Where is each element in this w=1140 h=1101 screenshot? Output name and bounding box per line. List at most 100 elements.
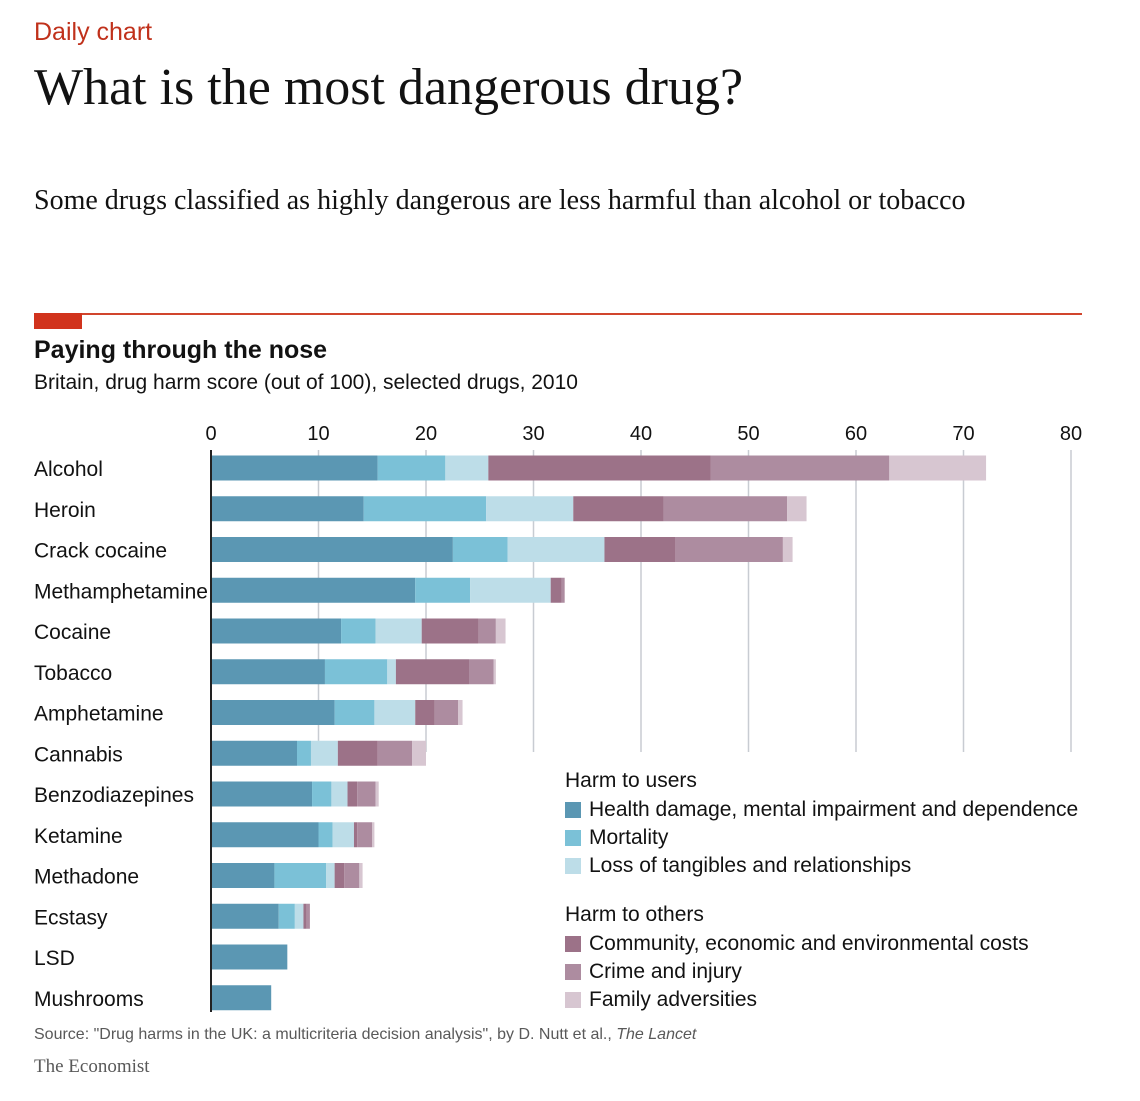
bar-segment bbox=[211, 455, 378, 481]
x-tick-label: 20 bbox=[415, 423, 437, 445]
legend-label: Health damage, mental impairment and dep… bbox=[589, 798, 1079, 821]
source-journal: The Lancet bbox=[616, 1026, 697, 1043]
bar-segment bbox=[445, 455, 489, 481]
legend-swatch bbox=[565, 964, 581, 980]
bar-segment bbox=[334, 700, 375, 725]
x-tick-label: 10 bbox=[307, 423, 329, 445]
category-label: Ketamine bbox=[34, 825, 123, 848]
bar-segment bbox=[478, 618, 496, 644]
bar-segment bbox=[357, 781, 376, 807]
bar-segment bbox=[675, 537, 783, 562]
bar-segment bbox=[488, 455, 711, 481]
bar-segment bbox=[211, 903, 279, 929]
bar-segment bbox=[395, 659, 469, 685]
bar-segment bbox=[331, 781, 348, 807]
category-label: Crack cocaine bbox=[34, 540, 167, 563]
bar-segment bbox=[341, 618, 376, 644]
bar-segment bbox=[663, 496, 788, 522]
category-label: Amphetamine bbox=[34, 703, 164, 726]
category-label: Ecstasy bbox=[34, 906, 108, 929]
bar-segment bbox=[889, 455, 987, 481]
bar-segment bbox=[495, 618, 506, 644]
category-label: LSD bbox=[34, 947, 75, 970]
bar-segment bbox=[493, 659, 496, 685]
bar-segment bbox=[211, 781, 313, 807]
bar-segment bbox=[211, 659, 325, 685]
bar-segment bbox=[458, 700, 463, 725]
source-note: Source: "Drug harms in the UK: a multicr… bbox=[34, 1026, 696, 1044]
legend-swatch bbox=[565, 802, 581, 818]
bar-segment bbox=[434, 700, 459, 725]
bar-segment bbox=[337, 740, 378, 766]
legend-item-mortality: Mortality bbox=[565, 824, 1078, 852]
divider-rule bbox=[34, 313, 1082, 315]
bar-segment bbox=[306, 903, 310, 929]
legend-item-family: Family adversities bbox=[565, 986, 1078, 1014]
legend-swatch bbox=[565, 858, 581, 874]
bar-segment bbox=[211, 985, 272, 1011]
bar-segment bbox=[211, 618, 342, 644]
bar-segment bbox=[469, 659, 494, 685]
bar-segment bbox=[310, 740, 338, 766]
bar-segment bbox=[211, 700, 335, 725]
bar-segment bbox=[347, 781, 358, 807]
bar-segment bbox=[375, 618, 422, 644]
category-label: Methadone bbox=[34, 866, 139, 889]
bar-segment bbox=[294, 903, 304, 929]
bar-segment bbox=[211, 822, 319, 848]
brand-logo-text: The Economist bbox=[34, 1056, 150, 1077]
bar-segment bbox=[211, 537, 453, 562]
bar-segment bbox=[357, 822, 373, 848]
red-tab-marker bbox=[34, 313, 82, 329]
category-label: Cocaine bbox=[34, 621, 111, 644]
bar-segment bbox=[375, 781, 379, 807]
bar-segment bbox=[211, 944, 288, 970]
bar-segment bbox=[374, 700, 416, 725]
bar-segment bbox=[486, 496, 574, 522]
bar-segment bbox=[387, 659, 396, 685]
legend-label: Family adversities bbox=[589, 988, 758, 1011]
bar-segment bbox=[318, 822, 333, 848]
category-label: Heroin bbox=[34, 499, 96, 522]
bar-segment bbox=[421, 618, 479, 644]
headline: What is the most dangerous drug? bbox=[34, 59, 744, 116]
bar-segment bbox=[377, 740, 413, 766]
bar-segment bbox=[211, 740, 297, 766]
bar-segment bbox=[274, 863, 327, 888]
category-label: Benzodiazepines bbox=[34, 784, 194, 807]
legend-item-crime: Crime and injury bbox=[565, 958, 1078, 986]
x-tick-label: 40 bbox=[630, 423, 652, 445]
bar-segment bbox=[324, 659, 388, 685]
bar-segment bbox=[412, 740, 426, 766]
bar-segment bbox=[334, 863, 345, 888]
legend-item-community: Community, economic and environmental co… bbox=[565, 930, 1078, 958]
bar-segment bbox=[470, 577, 551, 603]
bar-segment bbox=[372, 822, 375, 848]
category-label: Alcohol bbox=[34, 458, 103, 481]
legend-label: Loss of tangibles and relationships bbox=[589, 854, 912, 877]
bar-segment bbox=[363, 496, 487, 522]
bar-segment bbox=[211, 577, 416, 603]
legend-item-health: Health damage, mental impairment and dep… bbox=[565, 796, 1078, 824]
x-tick-label: 30 bbox=[522, 423, 544, 445]
category-label: Tobacco bbox=[34, 662, 112, 685]
bar-segment bbox=[452, 537, 508, 562]
legend-item-tangibles: Loss of tangibles and relationships bbox=[565, 852, 1078, 880]
bar-segment bbox=[326, 863, 335, 888]
bar-segment bbox=[415, 700, 435, 725]
bar-segment bbox=[211, 496, 364, 522]
bar-segment bbox=[211, 863, 275, 888]
legend-swatch bbox=[565, 992, 581, 1008]
x-tick-label: 50 bbox=[737, 423, 759, 445]
x-tick-label: 80 bbox=[1060, 423, 1082, 445]
bar-segment bbox=[710, 455, 890, 481]
bar-segment bbox=[359, 863, 363, 888]
legend-label: Mortality bbox=[589, 826, 669, 849]
category-label: Methamphetamine bbox=[34, 580, 208, 603]
bar-segment bbox=[353, 822, 358, 848]
bar-segment bbox=[561, 577, 565, 603]
bar-segment bbox=[573, 496, 664, 522]
legend: Harm to users Health damage, mental impa… bbox=[565, 766, 1078, 1014]
bar-segment bbox=[377, 455, 446, 481]
